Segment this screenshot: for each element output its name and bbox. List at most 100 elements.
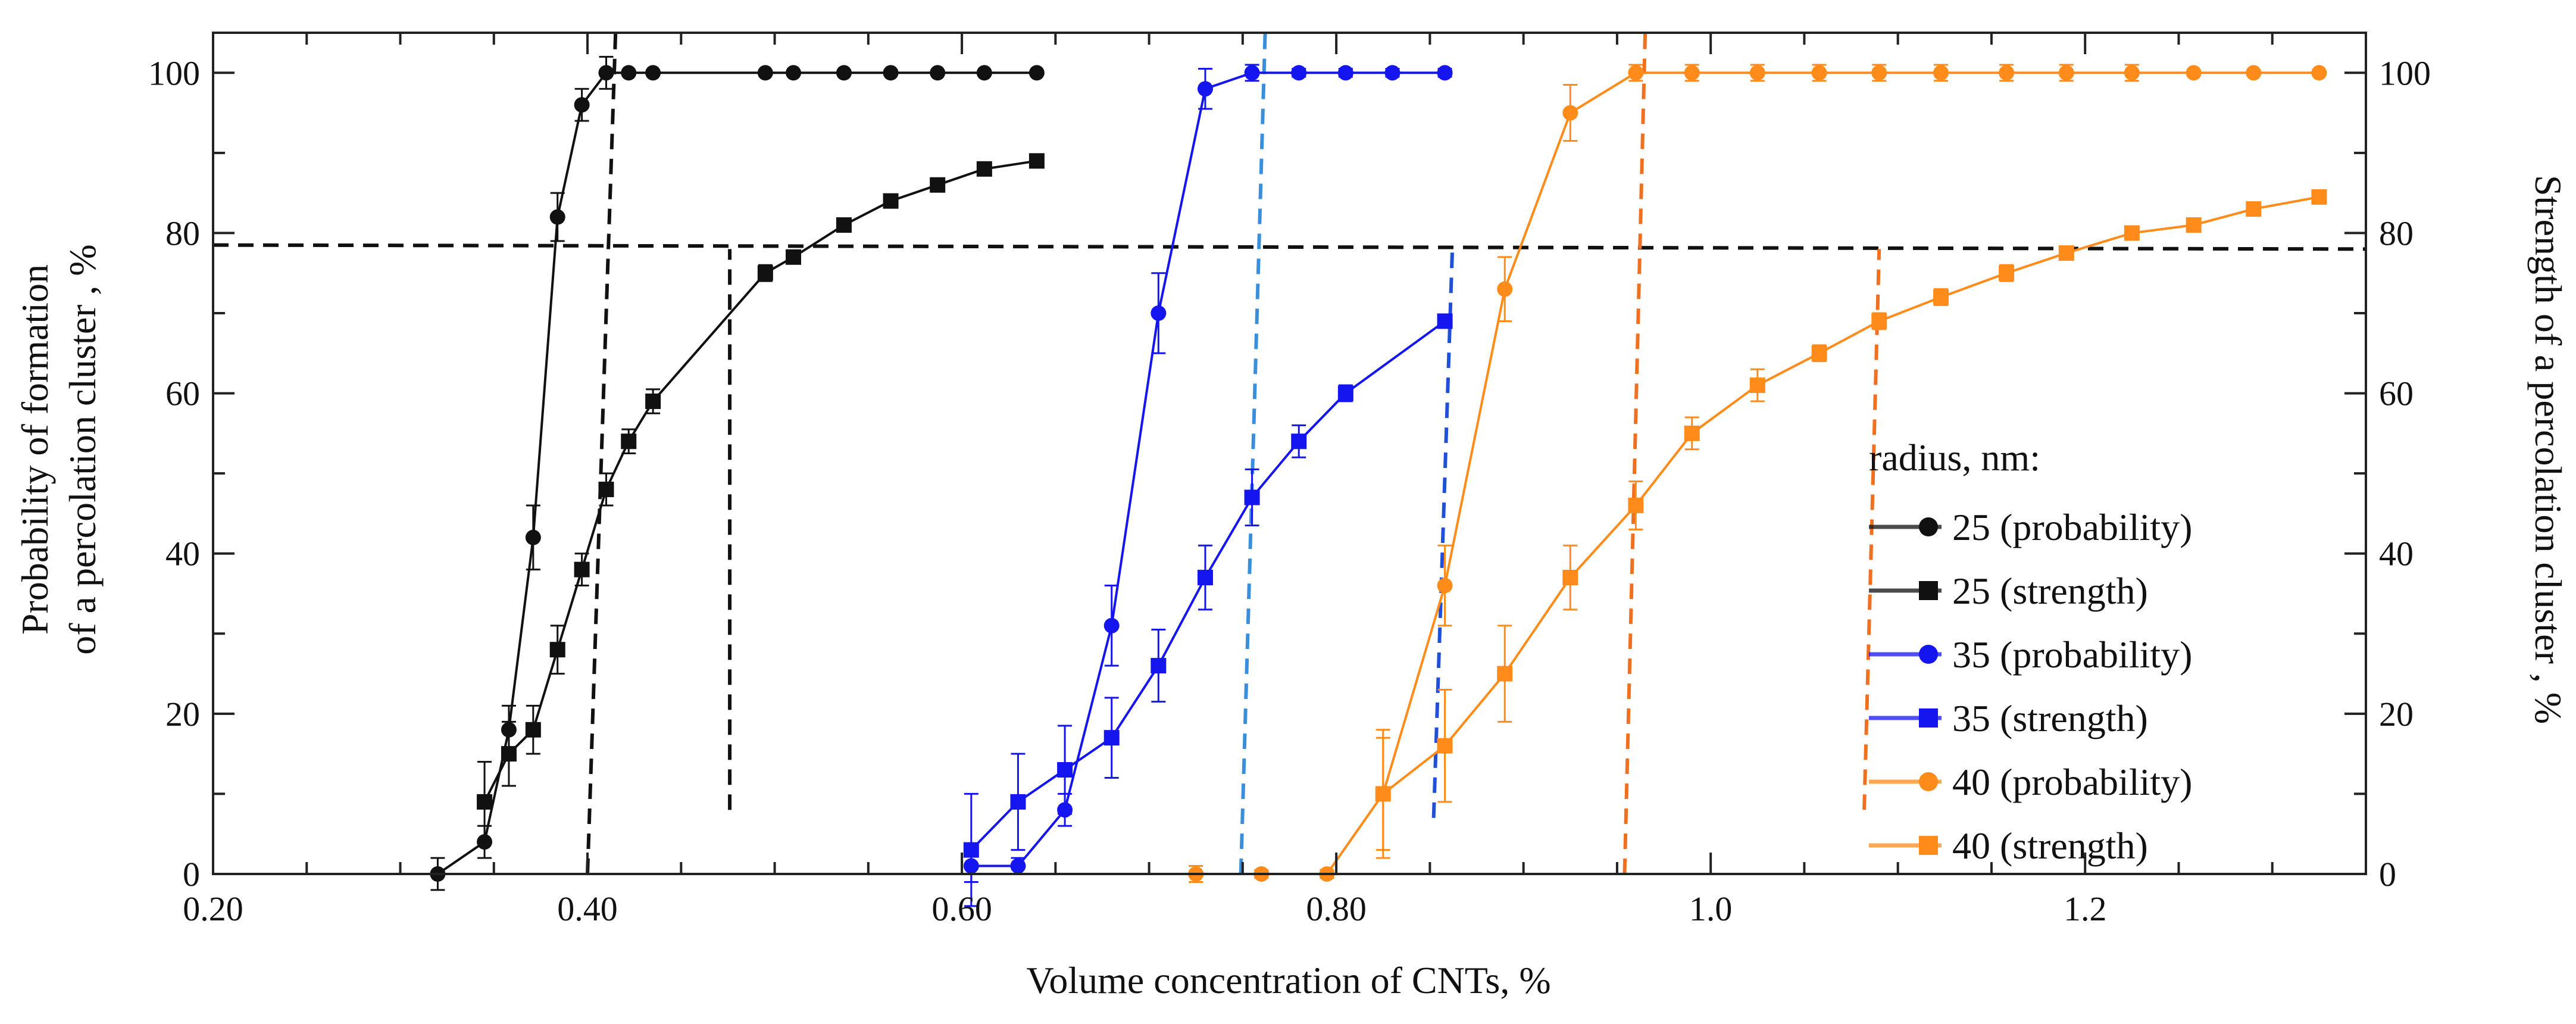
series-25-strength- — [477, 153, 1045, 843]
series-line — [1196, 71, 2319, 875]
data-point — [549, 209, 565, 225]
x-tick-label: 0.40 — [557, 889, 618, 928]
legend: radius, nm: 25 (probability) 25 (strength… — [1869, 436, 2192, 867]
data-point — [549, 642, 565, 658]
data-point — [757, 265, 773, 281]
y-tick-label-left: 40 — [165, 535, 200, 573]
data-point — [1028, 65, 1045, 81]
series-line — [483, 160, 1037, 803]
data-point — [2124, 225, 2140, 241]
data-point — [930, 177, 946, 193]
y-axis-title-left-line1: Probability of formation — [14, 264, 56, 635]
data-point — [786, 65, 802, 81]
ref-line-orange-cutoff-strength — [1862, 249, 1881, 810]
data-point — [1384, 65, 1400, 81]
legend-label: 25 (probability) — [1952, 506, 2192, 548]
data-point — [525, 722, 541, 738]
data-point — [477, 794, 493, 810]
data-point — [2246, 201, 2262, 217]
y-tick-label-right: 40 — [2379, 535, 2414, 573]
plot-frame — [212, 32, 2367, 875]
series-group — [430, 55, 2327, 907]
x-tick-label: 0.60 — [931, 889, 992, 928]
legend-label: 35 (strength) — [1952, 697, 2148, 739]
data-point — [1497, 281, 1513, 297]
data-point — [757, 65, 773, 81]
data-point — [1337, 65, 1353, 81]
data-point — [2246, 65, 2262, 81]
y-tick-label-left: 0 — [183, 855, 200, 894]
axes-group: 0.20 0.40 0.60 0.80 1.0 1.2 0 0 20 20 40 40 60 60 80 80… — [148, 32, 2431, 928]
y-tick-label-left: 20 — [165, 695, 200, 733]
data-point — [1933, 289, 1949, 305]
legend-marker — [1919, 517, 1938, 536]
data-point — [2311, 189, 2327, 205]
x-tick-label: 0.20 — [183, 889, 243, 928]
data-point — [1871, 65, 1887, 81]
series-40-probability- — [1188, 64, 2327, 883]
data-point — [1244, 65, 1260, 81]
legend-label: 40 (probability) — [1952, 761, 2192, 803]
data-point — [1437, 313, 1453, 329]
ref-line-lightblue-cutoff — [1239, 32, 1267, 875]
series-line — [970, 320, 1446, 851]
data-point — [1437, 65, 1453, 81]
data-point — [1999, 265, 2015, 281]
data-point — [1871, 313, 1887, 329]
data-point — [1010, 794, 1026, 810]
data-point — [598, 482, 614, 498]
data-point — [1437, 577, 1453, 594]
data-point — [574, 97, 590, 113]
legend-marker — [1919, 645, 1938, 664]
data-point — [1684, 425, 1700, 441]
data-point — [1375, 786, 1391, 802]
data-point — [1291, 65, 1307, 81]
data-point — [1291, 433, 1307, 449]
y-tick-label-right: 60 — [2379, 374, 2414, 413]
data-point — [1562, 105, 1578, 121]
legend-label: 35 (probability) — [1952, 633, 2192, 676]
data-point — [930, 65, 946, 81]
data-point — [963, 842, 979, 858]
x-tick-label: 0.80 — [1306, 889, 1367, 928]
data-point — [1337, 385, 1353, 401]
data-point — [1103, 730, 1120, 746]
data-point — [1628, 497, 1644, 513]
data-point — [1057, 762, 1073, 778]
legend-label: 40 (strength) — [1952, 825, 2148, 867]
data-point — [2124, 65, 2140, 81]
data-point — [2058, 245, 2074, 261]
legend-label: 25 (strength) — [1952, 570, 2148, 612]
series-line — [971, 71, 1445, 867]
data-point — [1437, 738, 1453, 754]
data-point — [525, 529, 541, 545]
y-tick-label-right: 20 — [2379, 695, 2414, 733]
data-point — [786, 249, 802, 265]
data-point — [1028, 153, 1045, 169]
series-40-strength- — [1375, 189, 2327, 859]
data-point — [598, 65, 614, 81]
legend-marker — [1919, 708, 1938, 728]
y-tick-label-right: 100 — [2379, 54, 2431, 92]
data-point — [645, 394, 661, 410]
data-point — [1811, 65, 1827, 81]
legend-marker — [1919, 772, 1938, 791]
data-point — [836, 217, 852, 233]
data-point — [1749, 377, 1765, 394]
y-tick-label-right: 0 — [2379, 855, 2396, 894]
data-point — [1999, 65, 2015, 81]
data-point — [836, 65, 852, 81]
data-point — [1103, 617, 1120, 633]
series-35-strength- — [963, 313, 1453, 907]
ref-line-threshold-78 — [212, 243, 2366, 251]
data-point — [1151, 658, 1167, 674]
data-point — [1197, 81, 1213, 97]
series-line — [437, 71, 1037, 875]
data-point — [1244, 489, 1260, 505]
data-point — [574, 561, 590, 577]
data-point — [1933, 65, 1949, 81]
data-point — [1497, 666, 1513, 682]
data-point — [1562, 570, 1578, 586]
data-point — [1811, 345, 1827, 361]
